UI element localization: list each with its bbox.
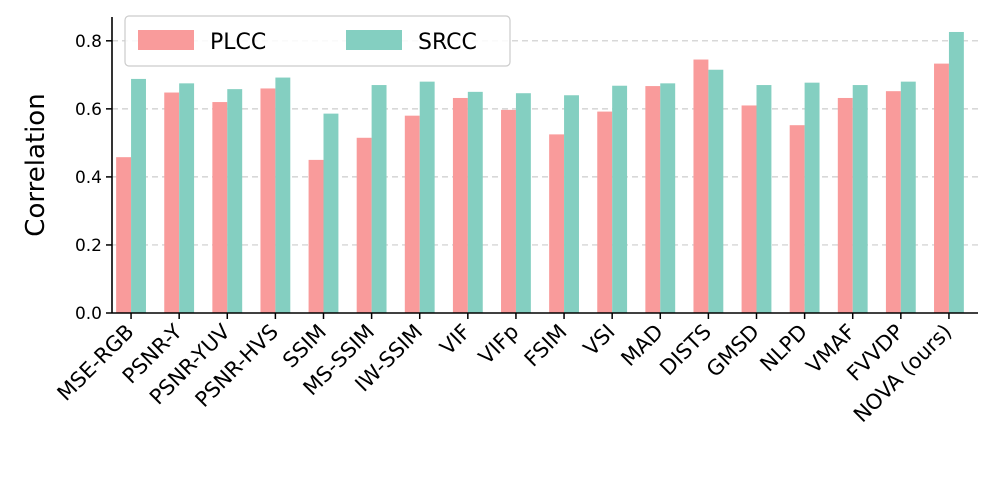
- bar-srcc-mad: [660, 83, 676, 314]
- bar-plcc-dists: [693, 59, 709, 314]
- bar-srcc-fsim: [564, 95, 579, 314]
- x-tick-label: VIF: [435, 320, 475, 360]
- bar-plcc-nova-ours: [934, 63, 949, 313]
- y-tick-label: 0.0: [75, 304, 102, 324]
- bar-srcc-nova-ours: [948, 31, 964, 313]
- bar-plcc-ssim: [308, 159, 324, 313]
- bar-srcc-vsi: [612, 85, 628, 313]
- legend: PLCC SRCC: [124, 15, 511, 67]
- bar-srcc-ms-ssim: [371, 85, 387, 313]
- legend-label-plcc: PLCC: [210, 30, 266, 55]
- bar-plcc-gmsd: [741, 105, 757, 313]
- bar-srcc-nlpd: [804, 82, 820, 313]
- x-tick-label: GMSD: [702, 320, 764, 382]
- y-axis-title: Correlation: [21, 93, 51, 236]
- bar-srcc-gmsd: [756, 85, 772, 313]
- y-tick-label: 0.2: [75, 236, 102, 256]
- y-ticks: 0.0 0.2 0.4 0.6 0.8: [75, 32, 112, 324]
- x-tick-label: DISTS: [655, 320, 716, 381]
- legend-label-srcc: SRCC: [418, 30, 477, 55]
- y-tick-label: 0.4: [75, 168, 102, 188]
- x-tick-label: VIFp: [474, 320, 523, 369]
- bar-plcc-psnr-yuv: [212, 102, 228, 314]
- x-ticks: MSE-RGBPSNR-YPSNR-YUVPSNR-HVSSSIMMS-SSIM…: [53, 313, 956, 427]
- y-tick-label: 0.6: [75, 100, 102, 120]
- bar-plcc-vif: [452, 97, 468, 313]
- bar-srcc-mse-rgb: [131, 78, 146, 313]
- bar-srcc-fvvdp: [900, 81, 916, 313]
- legend-swatch-srcc: [346, 30, 402, 50]
- bars-group: [116, 31, 964, 314]
- bar-plcc-vifp: [501, 109, 516, 314]
- bar-plcc-mse-rgb: [116, 157, 132, 313]
- bar-plcc-vsi: [597, 111, 613, 313]
- bar-srcc-iw-ssim: [419, 81, 435, 313]
- x-tick-label: VSI: [579, 320, 620, 361]
- x-tick-label: NLPD: [755, 320, 812, 377]
- axes: [111, 17, 978, 314]
- bar-srcc-ssim: [323, 113, 339, 313]
- bar-plcc-ms-ssim: [356, 137, 372, 313]
- bar-plcc-psnr-y: [164, 92, 180, 313]
- bar-srcc-psnr-yuv: [227, 89, 243, 313]
- x-tick-label: FSIM: [520, 320, 572, 372]
- bar-srcc-dists: [708, 69, 724, 314]
- bar-plcc-nlpd: [789, 125, 805, 313]
- bar-srcc-psnr-hvs: [275, 77, 291, 314]
- bar-plcc-fvvdp: [885, 91, 901, 314]
- bar-srcc-vif: [467, 91, 483, 313]
- y-tick-label: 0.8: [75, 32, 102, 52]
- bar-srcc-vmaf: [852, 85, 868, 313]
- bar-plcc-psnr-hvs: [260, 88, 276, 313]
- legend-box: [124, 15, 511, 67]
- legend-swatch-plcc: [138, 30, 194, 50]
- bar-plcc-iw-ssim: [404, 115, 420, 314]
- bar-plcc-vmaf: [837, 97, 853, 313]
- bar-srcc-psnr-y: [179, 83, 195, 314]
- bar-plcc-fsim: [549, 134, 565, 313]
- bar-srcc-vifp: [515, 93, 531, 314]
- bar-plcc-mad: [645, 86, 661, 313]
